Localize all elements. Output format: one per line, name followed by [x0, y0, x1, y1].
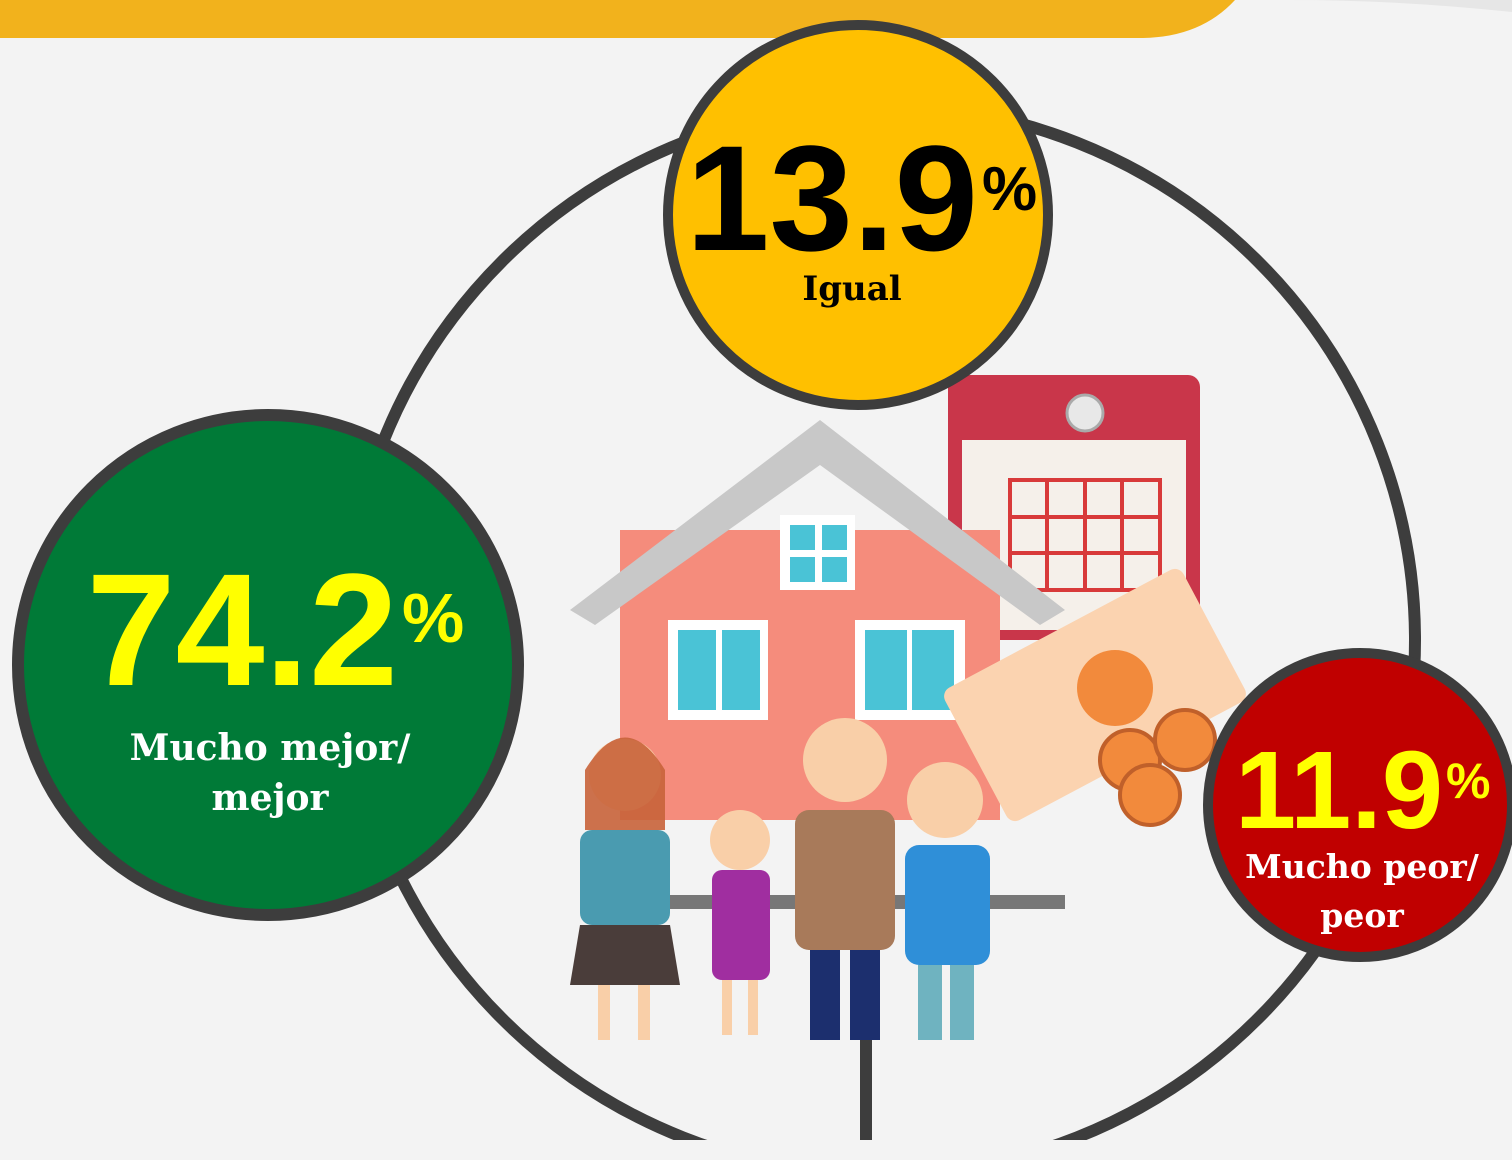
unit: %	[1446, 753, 1490, 809]
value: 13.9	[686, 114, 978, 282]
value: 74.2	[87, 540, 398, 719]
label: Igual	[802, 269, 901, 309]
unit: %	[402, 579, 464, 657]
unit: %	[982, 155, 1037, 224]
value: 11.9	[1235, 729, 1443, 852]
label: Mucho mejor/	[130, 727, 412, 769]
infographic: 13.9 % Igual 74.2 % Mucho mejor/ mejor 1…	[0, 0, 1512, 1160]
label: mejor	[212, 777, 330, 819]
top-band	[0, 0, 1235, 38]
label: peor	[1320, 896, 1404, 935]
bottom-cover	[0, 1140, 1512, 1160]
label: Mucho peor/	[1245, 847, 1480, 886]
